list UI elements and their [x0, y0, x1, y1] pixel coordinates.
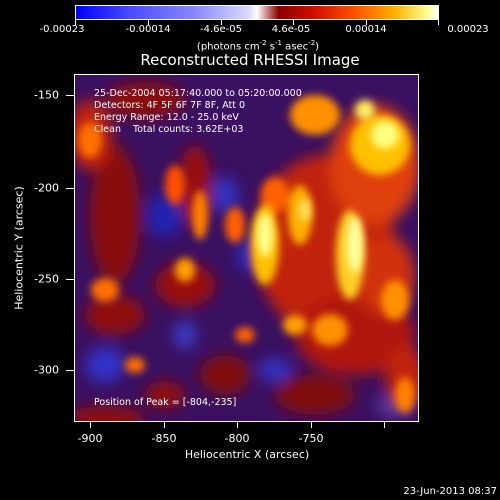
colorbar-tick-label: 4.6e-05 [271, 24, 311, 35]
y-axis-tick-label: -300 [34, 363, 59, 377]
x-axis-tick-label: -750 [298, 432, 324, 445]
colorbar-tick-label: 0.00014 [345, 24, 387, 35]
y-axis-tick [66, 370, 74, 371]
colorbar-tick [293, 20, 294, 25]
x-axis-tick [164, 422, 165, 428]
image-title: Reconstructed RHESSI Image [140, 51, 360, 69]
energy-range-annotation: Energy Range: 12.0 - 25.0 keV [94, 112, 239, 123]
colorbar [75, 5, 439, 20]
colorbar-tick-label: -0.00014 [125, 24, 171, 35]
peak-position-annotation: Position of Peak = [-804,-235] [94, 397, 237, 408]
colorbar-tick [75, 20, 76, 25]
x-axis-tick-label: -800 [224, 432, 250, 445]
y-axis-title: Heliocentric Y (arcsec) [12, 186, 26, 310]
colorbar-tick [438, 20, 439, 25]
colorbar-tick [366, 20, 367, 25]
y-axis-tick-label: -200 [34, 181, 59, 195]
y-axis-tick [66, 188, 74, 189]
colorbar-tick [221, 20, 222, 25]
x-axis-tick [90, 422, 91, 428]
heatmap [75, 75, 418, 421]
x-axis-tick [384, 422, 385, 428]
x-axis-tick [237, 422, 238, 428]
time-range-annotation: 25-Dec-2004 05:17:40.000 to 05:20:00.000 [94, 88, 302, 99]
colorbar-tick-label: 0.00023 [447, 24, 489, 35]
x-axis-tick-label: -850 [151, 432, 177, 445]
y-axis-tick [66, 95, 74, 96]
x-axis-title: Heliocentric X (arcsec) [184, 448, 310, 461]
x-axis-tick [311, 422, 312, 428]
clean-counts-annotation: Clean Total counts: 3.62E+03 [94, 124, 244, 135]
detectors-annotation: Detectors: 4F 5F 6F 7F 8F, Att 0 [94, 100, 246, 111]
y-axis-tick [66, 279, 74, 280]
rhessi-image [74, 74, 419, 422]
y-axis-tick-label: -250 [34, 272, 59, 286]
colorbar-tick-label: -4.6e-05 [200, 24, 242, 35]
colorbar-tick [148, 20, 149, 25]
colorbar-tick-label: -0.00023 [39, 24, 85, 35]
x-axis-tick-label: -900 [77, 432, 103, 445]
y-axis-tick-label: -150 [34, 88, 59, 102]
generation-timestamp: 23-Jun-2013 08:37 [403, 486, 497, 497]
colorbar-unit: (photons cm-2 s-1 asec-2) [196, 39, 320, 53]
